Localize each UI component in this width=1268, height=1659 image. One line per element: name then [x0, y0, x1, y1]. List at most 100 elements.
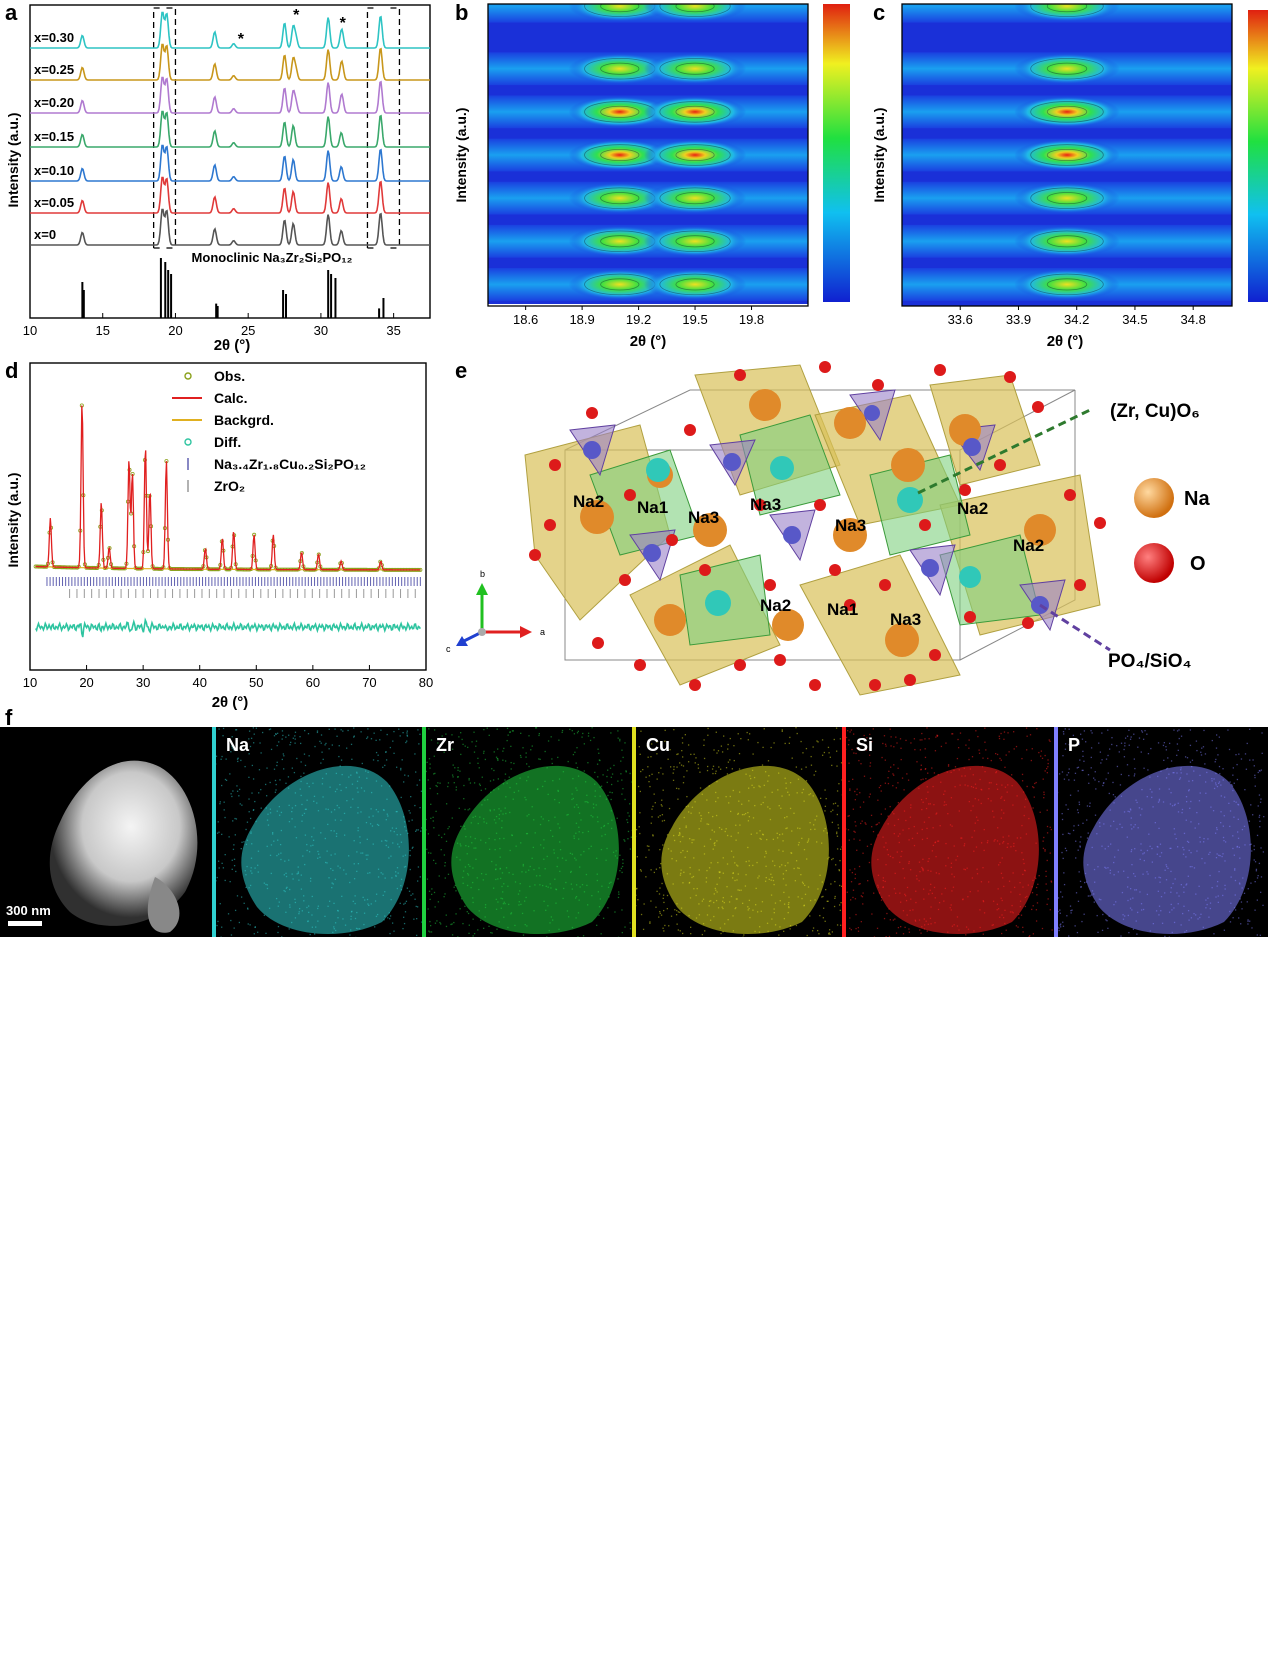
eds-dot — [922, 839, 923, 840]
eds-dot — [976, 788, 977, 789]
eds-dot — [289, 907, 290, 908]
eds-dot — [1234, 801, 1235, 802]
eds-dot — [527, 815, 528, 816]
eds-dot — [995, 772, 996, 773]
eds-dot — [919, 871, 920, 872]
eds-dot — [257, 865, 258, 866]
eds-dot — [415, 831, 416, 832]
heatmap-body — [488, 0, 808, 306]
eds-dot — [749, 900, 750, 901]
eds-dot — [288, 735, 289, 736]
eds-dot — [377, 755, 378, 756]
eds-dot — [772, 860, 773, 861]
eds-dot — [966, 926, 967, 927]
eds-dot — [995, 753, 996, 754]
eds-dot — [575, 917, 576, 918]
x-tick-label: 33.9 — [1006, 312, 1031, 327]
eds-dot — [400, 769, 401, 770]
eds-dot — [641, 914, 642, 915]
eds-dot — [234, 818, 235, 819]
eds-dot — [483, 729, 484, 730]
eds-dot — [485, 788, 486, 789]
eds-dot — [1128, 811, 1129, 812]
eds-dot — [1106, 759, 1107, 760]
eds-dot — [1002, 857, 1003, 858]
eds-dot — [1003, 739, 1004, 740]
eds-dot — [1196, 812, 1197, 813]
eds-dot — [550, 883, 551, 884]
eds-dot — [849, 917, 850, 918]
eds-dot — [673, 766, 674, 767]
eds-dot — [703, 899, 704, 900]
phase-ticks-zro2 — [70, 589, 416, 598]
eds-dot — [490, 932, 491, 933]
eds-dot — [1119, 824, 1120, 825]
eds-dot — [797, 792, 798, 793]
eds-dot — [333, 926, 334, 927]
eds-dot — [1068, 809, 1069, 810]
eds-dot — [688, 811, 689, 812]
eds-dot — [1086, 881, 1087, 882]
eds-dot — [713, 749, 714, 750]
eds-dot — [998, 888, 999, 889]
eds-dot — [1190, 729, 1191, 730]
eds-dot — [658, 772, 659, 773]
eds-dot — [771, 894, 772, 895]
eds-dot — [853, 733, 854, 734]
eds-dot — [814, 829, 815, 830]
eds-dot — [643, 903, 644, 904]
plot-frame — [30, 5, 430, 318]
eds-dot — [434, 756, 435, 757]
eds-dot — [237, 761, 238, 762]
eds-dot — [855, 898, 856, 899]
eds-dot — [803, 905, 804, 906]
eds-dot — [598, 891, 599, 892]
eds-dot — [232, 820, 233, 821]
eds-dot — [374, 926, 375, 927]
eds-dot — [964, 845, 965, 846]
eds-dot — [730, 811, 731, 812]
eds-dot — [1062, 819, 1063, 820]
eds-dot — [611, 784, 612, 785]
eds-dot — [928, 803, 929, 804]
eds-dot — [1021, 758, 1022, 759]
eds-dot — [1107, 928, 1108, 929]
eds-dot — [923, 889, 924, 890]
eds-dot — [1101, 846, 1102, 847]
eds-dot — [407, 888, 408, 889]
heatmap-peak — [644, 183, 746, 214]
eds-dot — [276, 784, 277, 785]
eds-dot — [1251, 927, 1252, 928]
eds-dot — [1147, 850, 1148, 851]
eds-dot — [456, 789, 457, 790]
eds-dot — [802, 882, 803, 883]
eds-dot — [834, 898, 835, 899]
eds-dot — [1246, 769, 1247, 770]
eds-dot — [722, 751, 723, 752]
eds-dot — [526, 925, 527, 926]
eds-dot — [679, 833, 680, 834]
eds-dot — [570, 853, 571, 854]
eds-dot — [543, 901, 544, 902]
series-line — [30, 45, 430, 81]
eds-dot — [365, 770, 366, 771]
eds-dot — [777, 837, 778, 838]
eds-dot — [964, 843, 965, 844]
eds-dot — [870, 762, 871, 763]
eds-dot — [656, 869, 657, 870]
eds-dot — [404, 774, 405, 775]
eds-dot — [607, 823, 608, 824]
eds-dot — [350, 775, 351, 776]
eds-dot — [707, 770, 708, 771]
eds-dot — [987, 840, 988, 841]
eds-dot — [502, 813, 503, 814]
eds-dot — [1007, 792, 1008, 793]
eds-dot — [288, 859, 289, 860]
eds-dot — [664, 820, 665, 821]
eds-dot — [326, 850, 327, 851]
eds-dot — [503, 838, 504, 839]
eds-dot — [541, 816, 542, 817]
eds-dot — [823, 917, 824, 918]
eds-dot — [930, 871, 931, 872]
eds-dot — [509, 732, 510, 733]
